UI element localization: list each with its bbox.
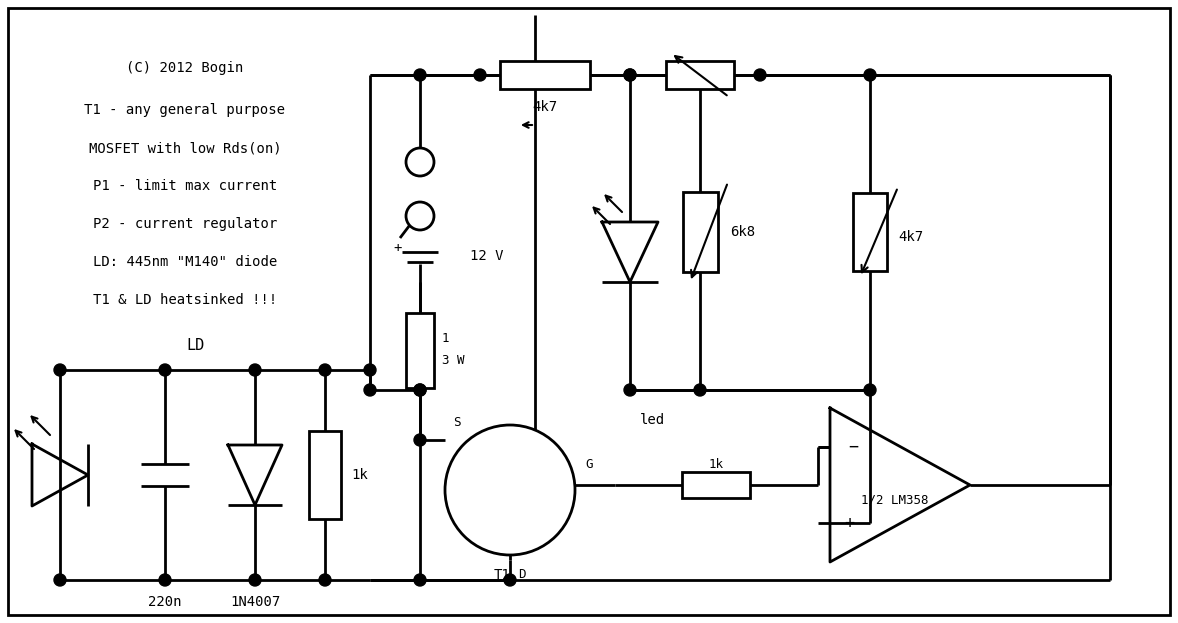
Circle shape — [445, 425, 575, 555]
Text: T1 - any general purpose: T1 - any general purpose — [85, 103, 285, 117]
Text: P2 - current regulator: P2 - current regulator — [93, 217, 277, 231]
Text: 1/2 LM358: 1/2 LM358 — [861, 493, 928, 506]
Circle shape — [364, 364, 376, 376]
Text: T1 & LD heatsinked !!!: T1 & LD heatsinked !!! — [93, 293, 277, 307]
Text: S: S — [454, 416, 461, 429]
Text: G: G — [585, 459, 593, 472]
Circle shape — [624, 384, 636, 396]
Text: 4k7: 4k7 — [898, 230, 924, 244]
Circle shape — [413, 384, 426, 396]
Text: −: − — [848, 438, 858, 456]
Circle shape — [406, 148, 434, 176]
Circle shape — [54, 574, 66, 586]
Text: 1k: 1k — [708, 459, 723, 472]
Text: 3 W: 3 W — [442, 353, 464, 366]
Circle shape — [249, 364, 262, 376]
Text: 1k: 1k — [351, 468, 368, 482]
Text: T1: T1 — [494, 568, 510, 582]
Text: +: + — [393, 241, 402, 255]
Text: LD: LD — [186, 338, 204, 353]
Text: 220n: 220n — [148, 595, 181, 609]
Circle shape — [413, 69, 426, 81]
Text: 6k8: 6k8 — [730, 225, 755, 239]
Text: D: D — [518, 569, 525, 581]
Circle shape — [159, 364, 171, 376]
Text: 1N4007: 1N4007 — [230, 595, 280, 609]
Circle shape — [863, 384, 876, 396]
Bar — [666, 61, 734, 89]
Bar — [309, 431, 340, 519]
Circle shape — [694, 384, 706, 396]
Circle shape — [364, 384, 376, 396]
Circle shape — [406, 202, 434, 230]
Circle shape — [319, 574, 331, 586]
Bar — [499, 61, 590, 89]
Bar — [682, 192, 717, 272]
Bar — [406, 313, 434, 388]
Text: LD: 445nm "M140" diode: LD: 445nm "M140" diode — [93, 255, 277, 269]
Text: (C) 2012 Bogin: (C) 2012 Bogin — [126, 61, 244, 75]
Circle shape — [863, 69, 876, 81]
Text: led: led — [640, 413, 666, 427]
Text: MOSFET with low Rds(on): MOSFET with low Rds(on) — [88, 141, 282, 155]
Text: 1: 1 — [442, 331, 450, 345]
Circle shape — [413, 574, 426, 586]
Circle shape — [754, 69, 766, 81]
Circle shape — [474, 69, 487, 81]
Bar — [682, 472, 750, 498]
Bar — [853, 193, 887, 271]
Text: +: + — [843, 514, 854, 532]
Circle shape — [249, 574, 262, 586]
Circle shape — [504, 574, 516, 586]
Text: P1 - limit max current: P1 - limit max current — [93, 179, 277, 193]
Circle shape — [159, 574, 171, 586]
Circle shape — [413, 434, 426, 446]
Circle shape — [624, 69, 636, 81]
Text: 12 V: 12 V — [470, 249, 503, 263]
Circle shape — [54, 364, 66, 376]
Circle shape — [624, 69, 636, 81]
Circle shape — [319, 364, 331, 376]
Circle shape — [413, 384, 426, 396]
Text: 4k7: 4k7 — [532, 100, 557, 114]
